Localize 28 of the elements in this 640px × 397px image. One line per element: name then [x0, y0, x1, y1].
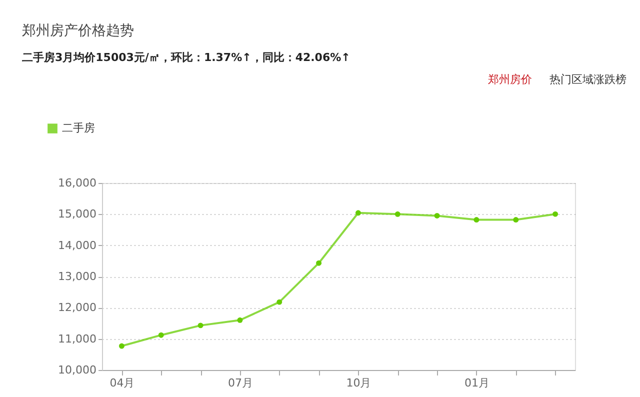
point	[474, 217, 480, 223]
x-tick-label: 04月	[110, 376, 135, 390]
point	[316, 260, 322, 266]
point	[355, 210, 361, 216]
point	[552, 211, 558, 217]
y-tick-label: 13,000	[58, 270, 96, 283]
text: 热门区域涨跌榜	[550, 73, 626, 86]
point	[276, 299, 282, 305]
x-tick-label: 10月	[346, 376, 372, 390]
y-tick-label: 10,000	[58, 364, 96, 376]
x-tick-label: 01月	[464, 376, 490, 390]
point	[394, 211, 400, 217]
point	[513, 217, 519, 223]
chart-title: 郑州房产价格趋势	[22, 23, 134, 39]
point	[118, 343, 124, 349]
x-tick-label: 07月	[228, 376, 253, 390]
y-tick-label: 11,000	[58, 332, 96, 346]
y-tick-label: 12,000	[58, 301, 96, 314]
legend-label: 二手房	[62, 122, 95, 134]
point	[237, 317, 243, 323]
y-tick-label: 15,000	[58, 208, 96, 221]
y-tick-label: 16,000	[58, 176, 96, 190]
y-tick-label: 14,000	[58, 238, 96, 252]
chart-subtitle: 二手房3月均价15003元/㎡，环比：1.37%↑，同比：42.06%↑	[22, 51, 350, 64]
text: 郑州房价	[488, 73, 532, 86]
point	[198, 322, 204, 328]
point	[158, 332, 164, 338]
point	[434, 212, 440, 218]
